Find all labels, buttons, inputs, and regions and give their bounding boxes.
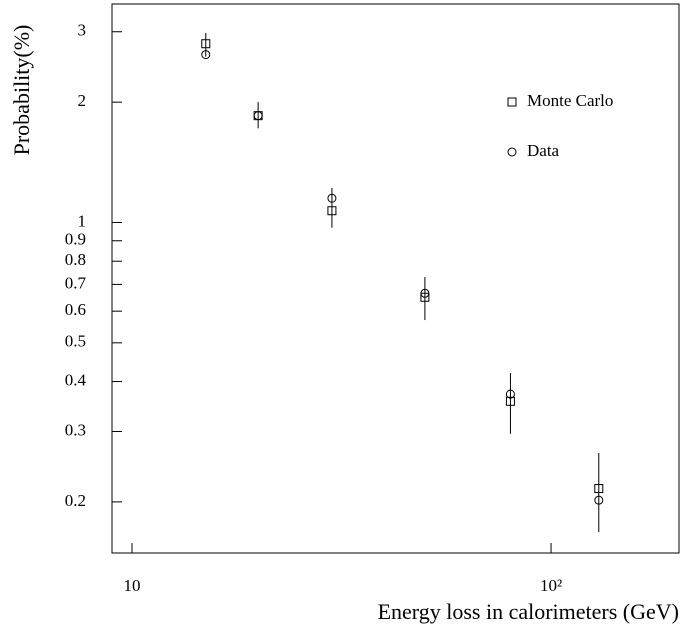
y-tick-label: 0.2 bbox=[65, 491, 86, 510]
y-tick-label: 1 bbox=[78, 211, 87, 230]
point bbox=[201, 39, 211, 49]
y-tick-label: 0.9 bbox=[65, 230, 86, 249]
y-tick-label: 3 bbox=[78, 21, 87, 40]
x-tick-label: 10² bbox=[540, 576, 562, 595]
point bbox=[253, 111, 263, 121]
legend-label: Data bbox=[527, 141, 560, 160]
y-tick-label: 0.3 bbox=[65, 420, 86, 439]
point bbox=[327, 193, 337, 203]
point bbox=[505, 396, 515, 406]
legend-marker bbox=[507, 147, 517, 157]
point bbox=[420, 288, 430, 298]
y-tick-label: 0.6 bbox=[65, 300, 86, 319]
point bbox=[594, 495, 604, 505]
point bbox=[201, 50, 211, 60]
point bbox=[420, 292, 430, 302]
y-tick-label: 0.4 bbox=[65, 370, 87, 389]
point bbox=[594, 484, 604, 494]
point bbox=[505, 389, 515, 399]
x-axis-label: Energy loss in calorimeters (GeV) bbox=[378, 599, 679, 624]
y-tick-label: 0.8 bbox=[65, 250, 86, 269]
y-tick-label: 2 bbox=[78, 91, 87, 110]
legend-label: Monte Carlo bbox=[527, 91, 613, 110]
legend-marker bbox=[507, 97, 517, 107]
y-tick-label: 0.7 bbox=[65, 273, 87, 292]
x-tick-label: 10 bbox=[123, 576, 140, 595]
point bbox=[327, 206, 337, 216]
y-axis-label: Probability(%) bbox=[9, 25, 34, 156]
plot-frame bbox=[111, 3, 680, 554]
y-tick-label: 0.5 bbox=[65, 332, 86, 351]
